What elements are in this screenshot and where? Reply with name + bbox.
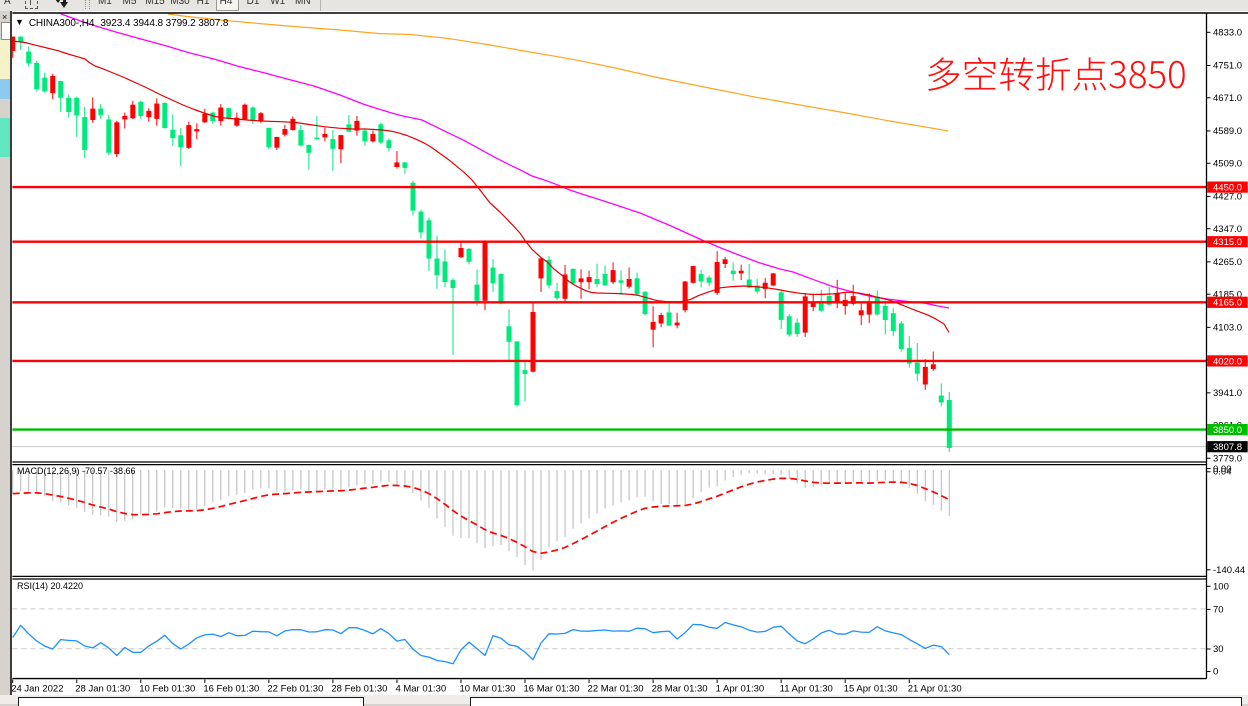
svg-text:4020.0: 4020.0 xyxy=(1213,356,1242,367)
svg-text:22 Mar 01:30: 22 Mar 01:30 xyxy=(588,684,644,695)
svg-text:3850.0: 3850.0 xyxy=(1213,425,1242,436)
arrow-cursor-icon[interactable] xyxy=(55,0,69,10)
window-frame-edge xyxy=(10,11,12,704)
svg-text:28 Mar 01:30: 28 Mar 01:30 xyxy=(652,684,708,695)
chart-ohlc-values: 3923.4 3944.8 3799.2 3807.8 xyxy=(100,17,229,29)
svg-text:10 Mar 01:30: 10 Mar 01:30 xyxy=(459,684,515,695)
svg-text:4427.0: 4427.0 xyxy=(1213,192,1242,203)
svg-text:4509.0: 4509.0 xyxy=(1213,158,1242,169)
svg-text:28 Feb 01:30: 28 Feb 01:30 xyxy=(331,684,387,695)
svg-text:24 Jan 2022: 24 Jan 2022 xyxy=(12,684,63,695)
dashed-box-icon[interactable] xyxy=(25,0,38,9)
text-label-icon[interactable]: A xyxy=(4,0,11,7)
rsi-indicator-label: RSI(14) 20.4220 xyxy=(17,581,84,591)
close-icon[interactable]: × xyxy=(2,12,8,22)
price-chart-plot[interactable]: 4833.0 4751.0 4671.0 4589.0 4509.0 4427.0 4347… xyxy=(12,11,1248,695)
timeframe-button-M5[interactable]: M5 xyxy=(122,0,137,7)
timeframe-button-M1[interactable]: M1 xyxy=(97,0,112,7)
svg-text:4265.0: 4265.0 xyxy=(1213,257,1242,268)
svg-text:-140.44: -140.44 xyxy=(1213,565,1245,576)
chart-title: ▼ CHINA300-,H4 3923.4 3944.8 3799.2 3807.8 xyxy=(15,17,228,29)
svg-text:70: 70 xyxy=(1213,605,1224,616)
svg-text:4833.0: 4833.0 xyxy=(1213,28,1242,39)
bottom-window-edge-left[interactable] xyxy=(18,697,364,706)
svg-text:4185.0: 4185.0 xyxy=(1213,289,1242,300)
timeframe-button-H4-pressed[interactable] xyxy=(215,0,239,11)
svg-text:21 Apr 01:30: 21 Apr 01:30 xyxy=(908,684,962,695)
svg-text:4589.0: 4589.0 xyxy=(1213,126,1242,137)
svg-text:30: 30 xyxy=(1213,644,1224,655)
svg-text:3941.0: 3941.0 xyxy=(1213,388,1242,399)
svg-text:0: 0 xyxy=(1213,667,1218,678)
svg-text:1 Apr 01:30: 1 Apr 01:30 xyxy=(716,684,765,695)
svg-text:4347.0: 4347.0 xyxy=(1213,224,1242,235)
timeframe-button-M30[interactable]: M30 xyxy=(170,0,190,7)
toolbar-grip[interactable] xyxy=(85,0,90,9)
svg-text:11 Apr 01:30: 11 Apr 01:30 xyxy=(780,684,833,695)
timeframe-button-M15[interactable]: M15 xyxy=(145,0,165,7)
market-watch-row[interactable] xyxy=(0,79,10,99)
svg-text:4671.0: 4671.0 xyxy=(1213,93,1242,104)
market-watch-row[interactable] xyxy=(0,59,10,79)
svg-text:4315.0: 4315.0 xyxy=(1213,237,1242,248)
bottom-window-edge-right[interactable] xyxy=(470,697,1242,706)
svg-text:100: 100 xyxy=(1213,582,1229,593)
svg-text:4450.0: 4450.0 xyxy=(1213,182,1242,193)
macd-indicator-label: MACD(12,26,9) -70.57 -38.66 xyxy=(17,466,136,476)
timeframe-button-H4[interactable]: H4 xyxy=(219,0,233,7)
bottom-strip xyxy=(0,695,1248,706)
market-watch-row[interactable] xyxy=(0,98,10,118)
svg-text:4103.0: 4103.0 xyxy=(1213,323,1242,334)
timeframe-button-H1[interactable]: H1 xyxy=(196,0,210,7)
market-watch-row[interactable] xyxy=(0,118,10,138)
svg-text:3807.8: 3807.8 xyxy=(1213,442,1242,453)
timeframe-button-D1[interactable]: D1 xyxy=(246,0,260,7)
timeframe-button-MN[interactable]: MN xyxy=(295,0,311,7)
svg-text:10 Feb 01:30: 10 Feb 01:30 xyxy=(139,684,195,695)
toolbar-separator xyxy=(320,0,321,11)
timeframe-button-W1[interactable]: W1 xyxy=(270,0,286,7)
svg-text:0.00: 0.00 xyxy=(1213,464,1232,475)
svg-text:4751.0: 4751.0 xyxy=(1213,61,1242,72)
svg-text:22 Feb 01:30: 22 Feb 01:30 xyxy=(267,684,323,695)
svg-text:16 Feb 01:30: 16 Feb 01:30 xyxy=(203,684,259,695)
svg-text:0.04: 0.04 xyxy=(1213,466,1232,477)
left-sidebar: × xyxy=(0,11,11,704)
svg-text:4 Mar 01:30: 4 Mar 01:30 xyxy=(395,684,446,695)
svg-text:4165.0: 4165.0 xyxy=(1213,298,1242,309)
market-watch-row[interactable] xyxy=(0,40,10,60)
svg-text:15 Apr 01:30: 15 Apr 01:30 xyxy=(844,684,898,695)
svg-text:3779.0: 3779.0 xyxy=(1213,453,1242,464)
chart-window: 4833.0 4751.0 4671.0 4589.0 4509.0 4427.0 4347… xyxy=(12,11,1248,695)
market-watch-row[interactable] xyxy=(0,137,10,157)
chart-symbol-period: CHINA300-,H4 xyxy=(28,17,95,29)
svg-text:16 Mar 01:30: 16 Mar 01:30 xyxy=(524,684,580,695)
symbol-dropdown-icon[interactable]: ▼ xyxy=(15,17,24,27)
svg-text:28 Jan 01:30: 28 Jan 01:30 xyxy=(75,684,130,695)
